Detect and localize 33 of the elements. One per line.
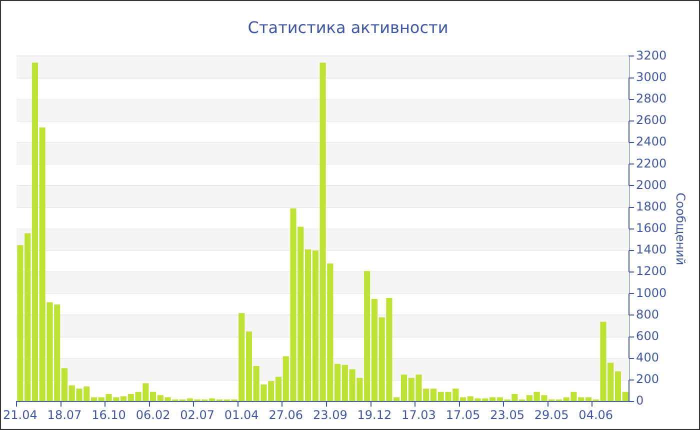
x-tick-label: 19.12 — [357, 408, 392, 422]
x-tick-label: 16.10 — [92, 408, 126, 422]
y-axis-title: Сообщений — [674, 192, 688, 266]
chart-title: Статистика активности — [248, 18, 448, 37]
y-tick-label: 1600 — [636, 221, 667, 236]
x-tick-label: 17.03 — [402, 408, 436, 422]
y-tick-label: 1200 — [636, 264, 667, 278]
y-tick-label: 2000 — [636, 178, 667, 192]
y-tick-label: 3200 — [636, 48, 667, 62]
x-tick-label: 06.02 — [136, 408, 170, 422]
x-tick-label: 27.06 — [268, 408, 304, 422]
y-tick-label: 800 — [636, 307, 659, 322]
y-tick-label: 400 — [636, 350, 659, 365]
y-tick-label: 2400 — [636, 134, 667, 149]
y-tick-label: 1400 — [636, 242, 667, 257]
x-tick-label: 23.09 — [312, 408, 348, 422]
x-tick-label: 17.05 — [446, 408, 480, 422]
x-tick-label: 02.07 — [180, 408, 215, 422]
y-tick-label: 2800 — [636, 92, 667, 106]
x-tick-label: 01.04 — [224, 408, 259, 422]
x-tick-label: 29.05 — [534, 408, 569, 422]
y-tick-label: 1000 — [636, 286, 667, 300]
y-tick-label: 200 — [636, 372, 659, 386]
y-tick-label: 2200 — [636, 156, 667, 170]
x-tick-label: 21.04 — [3, 408, 38, 422]
y-tick-label: 2600 — [636, 113, 667, 128]
y-tick-label: 600 — [636, 328, 659, 343]
x-tick-label: 23.05 — [490, 408, 524, 422]
y-tick-label: 1800 — [636, 199, 667, 214]
y-tick-label: 3000 — [636, 70, 667, 84]
x-tick-label: 18.07 — [47, 408, 82, 422]
x-tick-label: 04.06 — [578, 408, 614, 422]
y-tick-label: 0 — [636, 394, 644, 408]
